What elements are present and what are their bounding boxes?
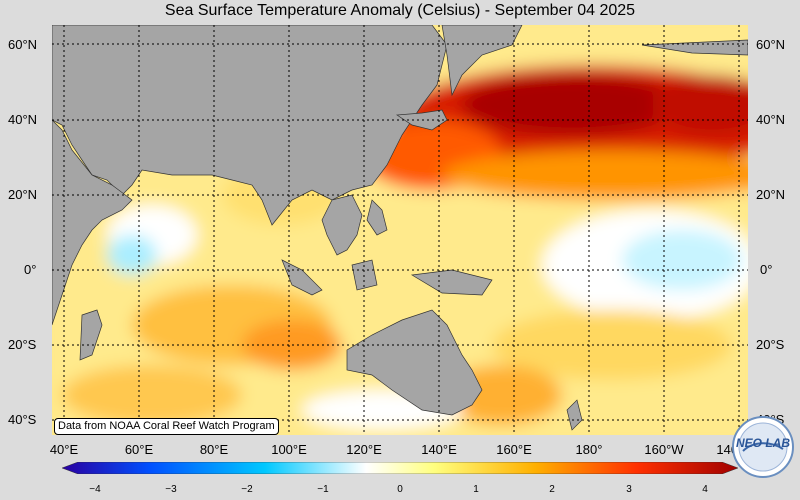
lon-label: 180° bbox=[575, 442, 603, 457]
lat-label: 20°N bbox=[8, 187, 38, 202]
colorbar-tick: 2 bbox=[549, 484, 555, 495]
colorbar-tick: −3 bbox=[165, 484, 177, 495]
lat-label: 40°S bbox=[8, 412, 37, 427]
lon-label: 40°E bbox=[49, 442, 79, 457]
lon-label: 160°E bbox=[496, 442, 532, 457]
data-credit: Data from NOAA Coral Reef Watch Program bbox=[54, 418, 279, 435]
lon-label: 80°E bbox=[199, 442, 229, 457]
logo-text: NEO LAB bbox=[736, 436, 790, 450]
lat-label: 60°N bbox=[8, 37, 38, 52]
lat-label: 60°N bbox=[756, 37, 786, 52]
colorbar-tick: −2 bbox=[241, 484, 253, 495]
colorbar-tick: 0 bbox=[397, 484, 403, 495]
colorbar-tick: −1 bbox=[317, 484, 329, 495]
colorbar-tick: −4 bbox=[89, 484, 101, 495]
sst-anomaly-map bbox=[52, 25, 748, 435]
lat-label: 0° bbox=[24, 262, 37, 277]
lon-label: 160°W bbox=[644, 442, 684, 457]
lat-label: 20°S bbox=[8, 337, 37, 352]
land-masses bbox=[52, 25, 748, 431]
lat-label: 40°N bbox=[756, 112, 786, 127]
colorbar bbox=[62, 462, 738, 474]
lon-label: 120°E bbox=[346, 442, 382, 457]
lat-label: 40°N bbox=[8, 112, 38, 127]
colorbar-tick: 1 bbox=[473, 484, 479, 495]
lat-label: 20°S bbox=[756, 337, 785, 352]
colorbar-tick: 4 bbox=[702, 484, 708, 495]
lon-label: 60°E bbox=[124, 442, 154, 457]
map-title: Sea Surface Temperature Anomaly (Celsius… bbox=[164, 2, 636, 19]
lat-label: 20°N bbox=[756, 187, 786, 202]
lon-label: 100°E bbox=[271, 442, 307, 457]
colorbar-tick: 3 bbox=[626, 484, 632, 495]
graticule bbox=[52, 25, 748, 435]
lon-label: 140°E bbox=[421, 442, 457, 457]
neo-lab-logo: NEO LAB bbox=[732, 416, 794, 478]
lat-label: 0° bbox=[760, 262, 773, 277]
